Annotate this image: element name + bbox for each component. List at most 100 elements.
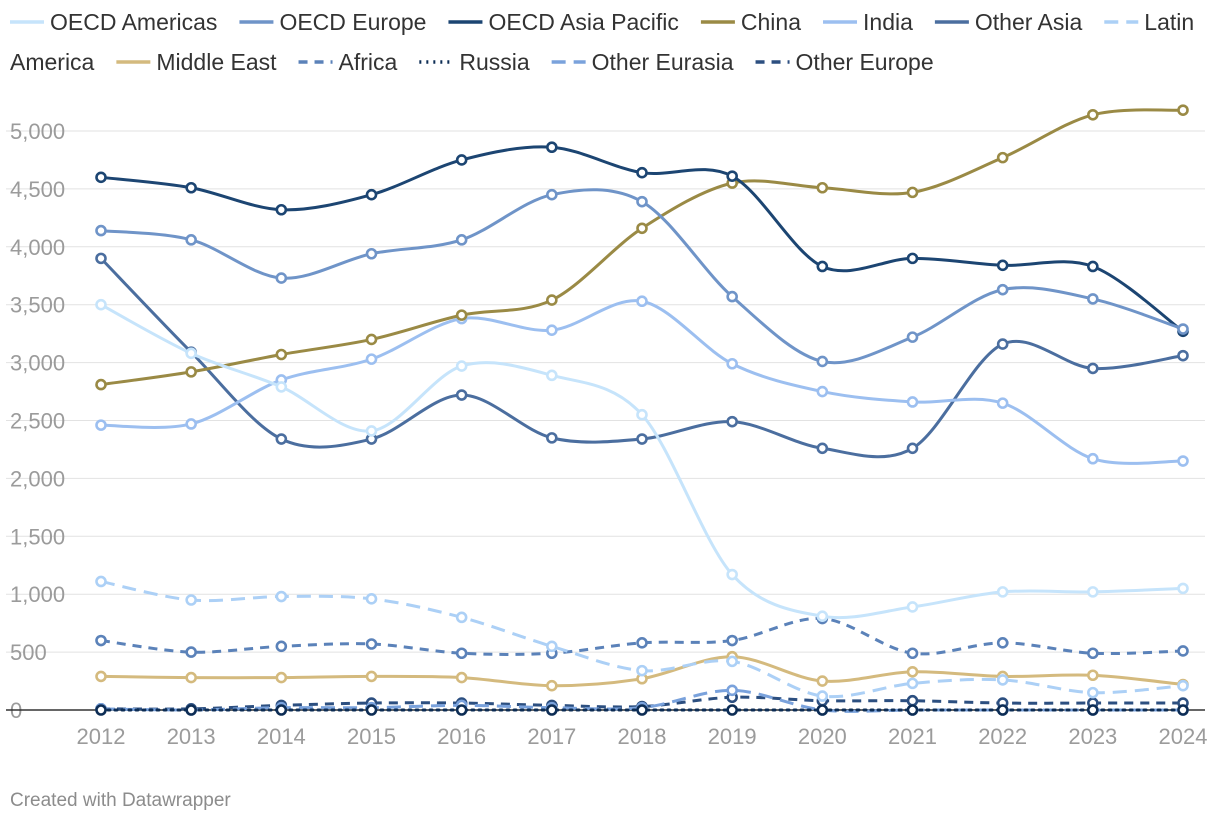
data-point	[1177, 455, 1189, 467]
data-point	[906, 677, 919, 690]
x-tick-label: 2019	[708, 724, 757, 749]
data-point	[95, 419, 107, 431]
line-chart: 05001,0001,5002,0002,5003,0003,5004,0004…	[6, 9, 1208, 749]
legend-label: India	[863, 9, 913, 35]
data-point	[906, 601, 919, 613]
data-point	[1177, 679, 1189, 692]
data-point	[275, 704, 288, 716]
data-point	[275, 381, 288, 393]
data-point	[546, 141, 558, 154]
data-point	[636, 222, 648, 235]
data-point	[1177, 582, 1189, 595]
data-point	[185, 181, 197, 194]
data-point	[1087, 669, 1099, 682]
data-point	[455, 611, 468, 624]
data-point	[185, 594, 197, 606]
data-point	[636, 664, 648, 677]
legend-label: Latin	[1144, 9, 1194, 35]
x-tick-label: 2012	[77, 724, 126, 749]
data-point	[726, 634, 738, 647]
data-point	[1087, 586, 1099, 598]
data-point	[546, 188, 558, 201]
data-point	[906, 704, 919, 716]
data-point	[816, 385, 829, 398]
data-point	[1177, 645, 1189, 657]
data-point	[726, 415, 738, 428]
data-point	[185, 366, 197, 378]
data-point	[275, 348, 288, 361]
series-oecd-europe	[95, 188, 1189, 368]
data-point	[726, 170, 738, 182]
data-point	[365, 638, 378, 650]
data-point	[275, 203, 288, 216]
data-point	[816, 704, 829, 716]
data-point	[816, 355, 829, 368]
data-point	[546, 432, 558, 444]
data-point	[636, 433, 648, 445]
data-point	[636, 408, 648, 421]
data-point	[546, 294, 558, 306]
x-tick-label: 2014	[257, 724, 306, 749]
data-point	[906, 647, 919, 660]
data-point	[365, 425, 378, 437]
data-point	[185, 646, 197, 658]
data-point	[95, 575, 107, 588]
x-tick-label: 2024	[1159, 724, 1208, 749]
series-line	[100, 617, 1184, 656]
legend-item-africa: Africa	[298, 49, 398, 75]
data-point	[546, 640, 558, 653]
data-point	[95, 634, 107, 647]
data-point	[275, 640, 288, 653]
legend-label: Other Eurasia	[592, 49, 734, 75]
data-point	[1087, 293, 1099, 305]
series-africa	[95, 612, 1189, 660]
data-point	[546, 704, 558, 716]
data-point	[95, 670, 107, 683]
data-point	[636, 195, 648, 208]
x-tick-label: 2022	[978, 724, 1027, 749]
legend: OECD Americas OECD Europe OECD Asia Pacifi…	[10, 9, 1194, 75]
x-tick-label: 2016	[437, 724, 486, 749]
data-point	[816, 260, 829, 273]
y-tick-label: 500	[10, 640, 47, 665]
data-point	[185, 234, 197, 246]
data-point	[636, 295, 648, 308]
data-point	[996, 283, 1009, 296]
data-point	[996, 674, 1009, 686]
series-india	[95, 295, 1189, 467]
data-point	[726, 568, 738, 581]
data-point	[95, 252, 107, 265]
legend-label: Other Europe	[796, 49, 934, 75]
legend-label-continued: America	[10, 49, 95, 75]
data-point	[546, 679, 558, 692]
series-china	[95, 104, 1189, 391]
data-point	[726, 357, 738, 370]
data-point	[996, 586, 1009, 598]
data-point	[1087, 452, 1099, 465]
legend-item-other-europe: Other Europe	[755, 49, 934, 75]
data-point	[95, 171, 107, 184]
legend-item-china: China	[700, 9, 801, 35]
y-tick-label: 4,500	[10, 177, 65, 202]
data-point	[906, 396, 919, 408]
data-point	[365, 670, 378, 683]
data-point	[726, 655, 738, 668]
legend-item-india: India	[823, 9, 913, 35]
data-point	[726, 290, 738, 303]
data-point	[365, 593, 378, 605]
data-point	[816, 690, 829, 702]
data-point	[1087, 647, 1099, 660]
legend-item-middle-east: Middle East	[116, 49, 277, 75]
legend-label: OECD Americas	[50, 9, 217, 35]
credit-text: Created with Datawrapper	[10, 790, 231, 811]
y-tick-label: 1,500	[10, 524, 65, 549]
data-point	[95, 298, 107, 311]
data-point	[95, 378, 107, 391]
data-point	[1177, 323, 1189, 335]
data-point	[906, 186, 919, 199]
legend-item-russia: Russia	[419, 49, 530, 75]
x-tick-label: 2021	[888, 724, 937, 749]
data-point	[455, 389, 468, 401]
data-point	[455, 309, 468, 321]
series-line	[100, 303, 1184, 620]
